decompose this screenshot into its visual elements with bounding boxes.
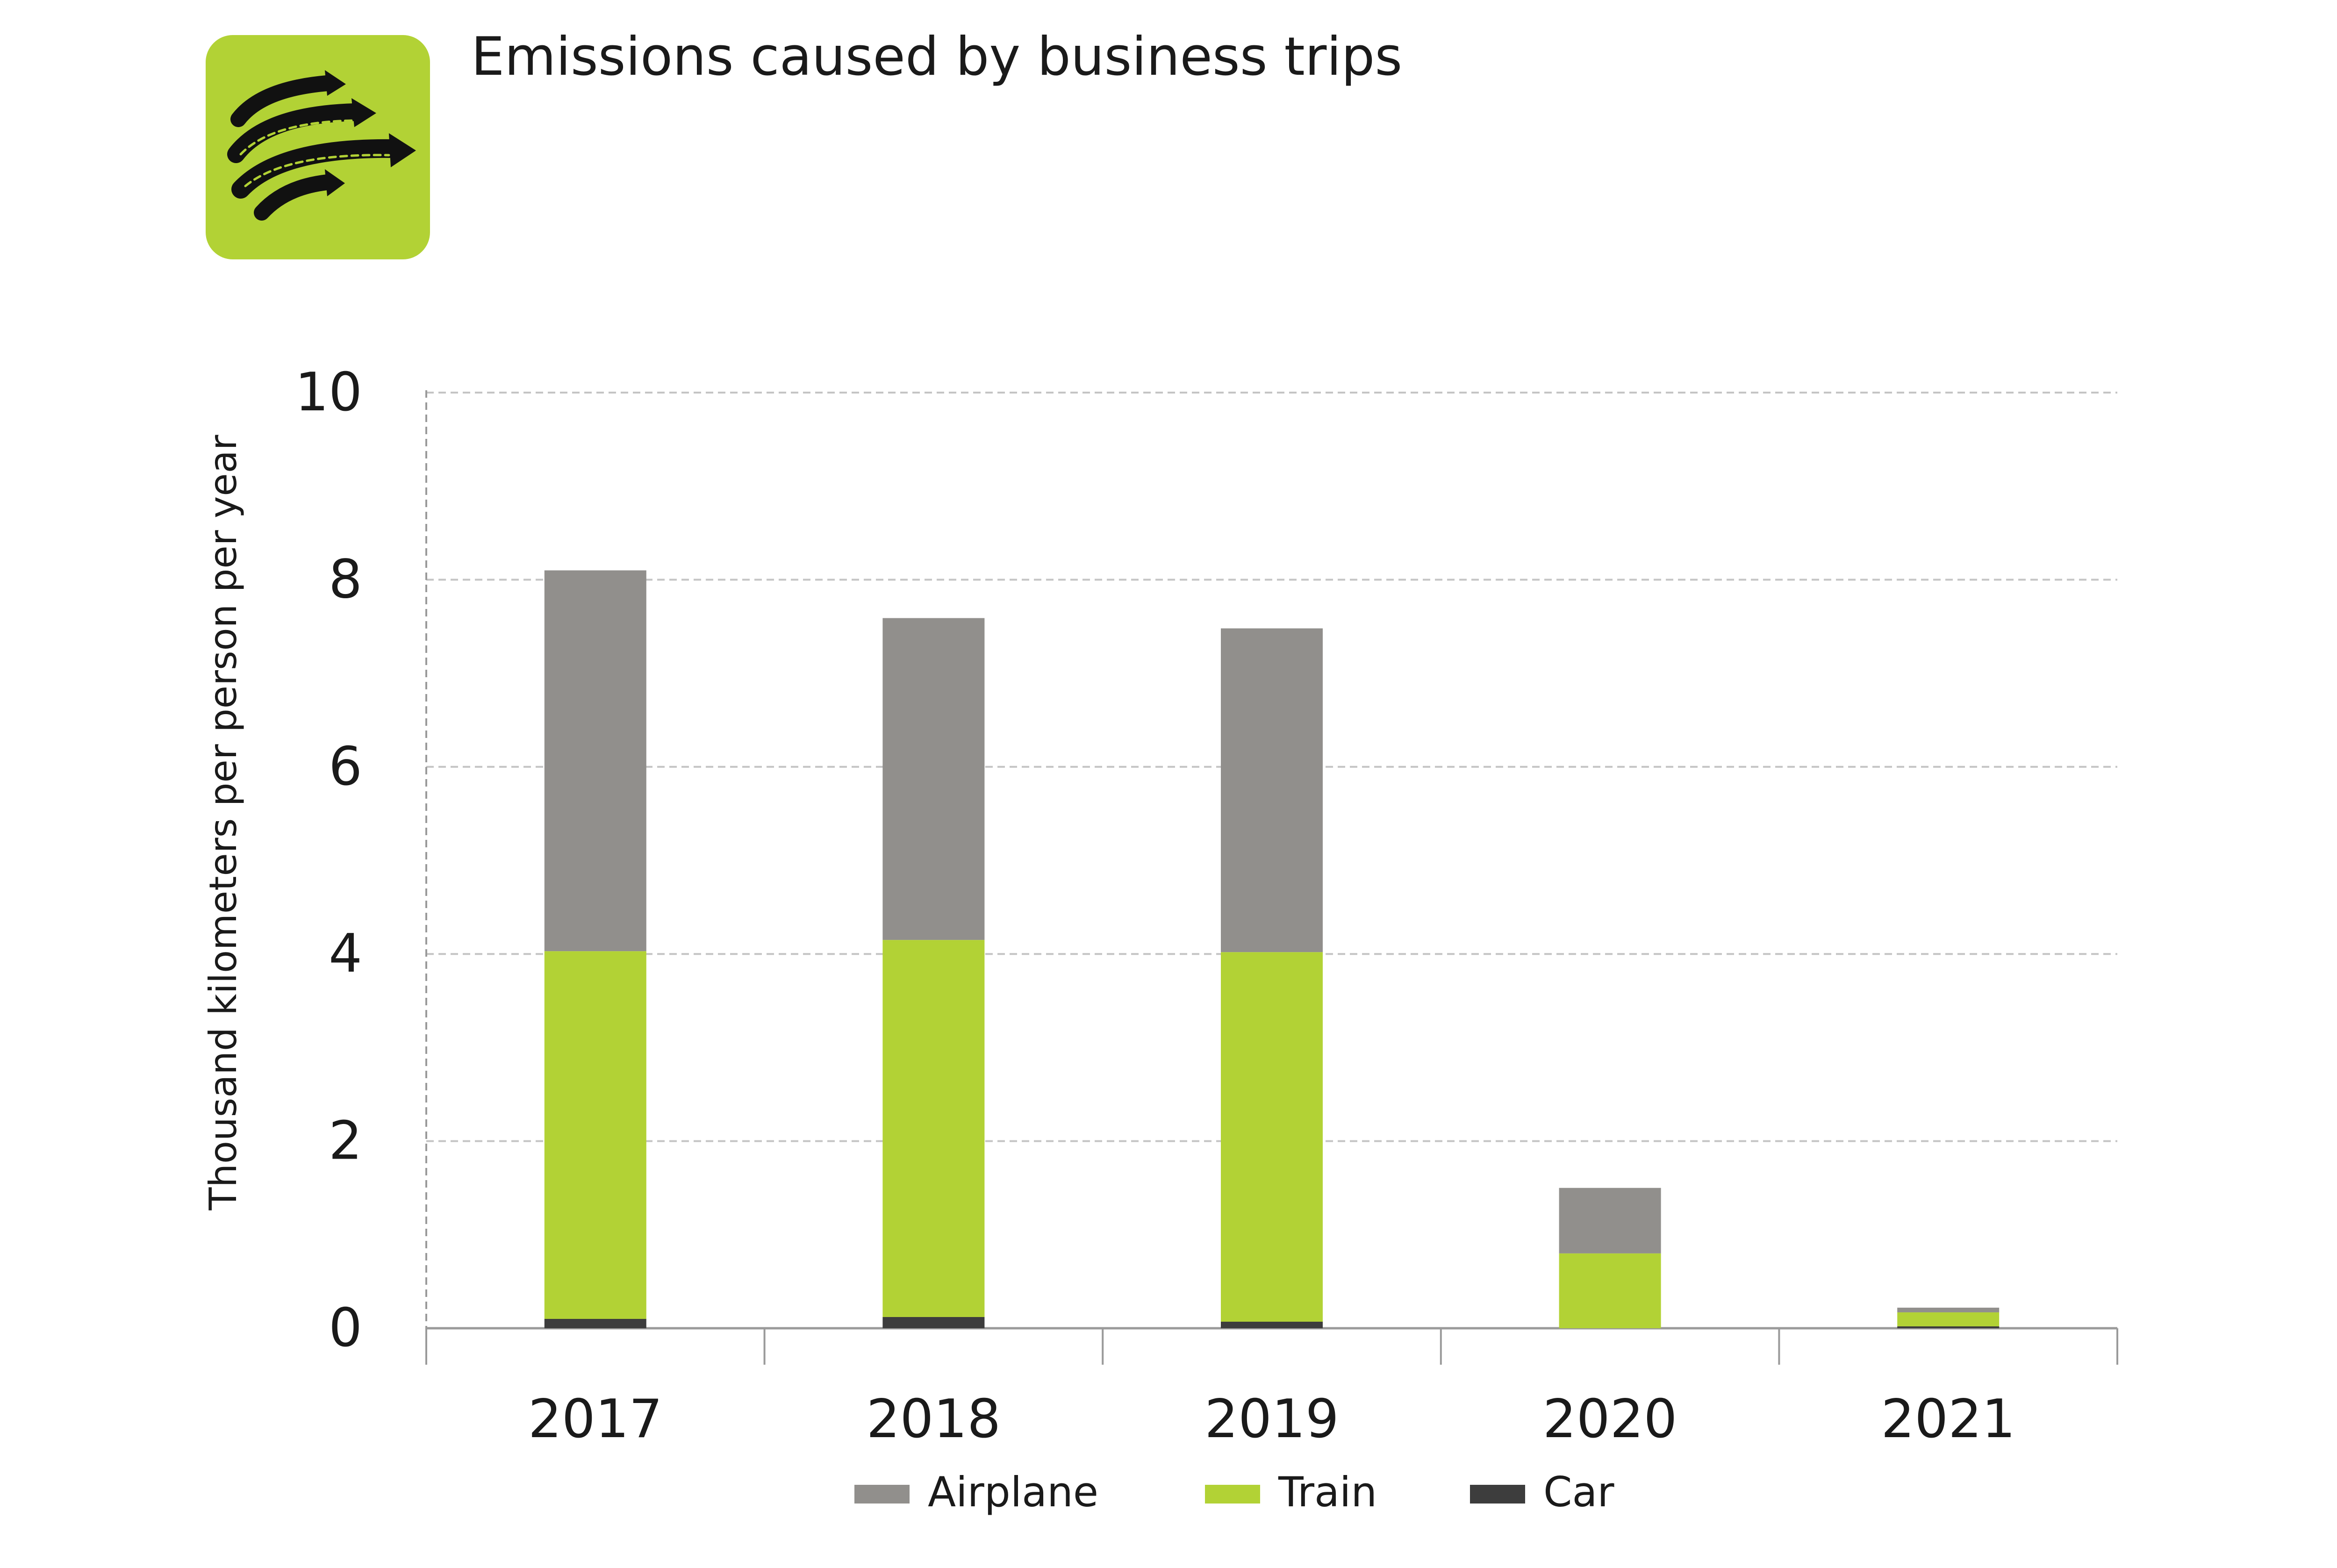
y-tick-label: 10 xyxy=(295,361,362,423)
x-tick-label: 2017 xyxy=(528,1388,663,1450)
y-tick-label: 0 xyxy=(329,1297,362,1359)
y-tick-labels: 0 2 4 6 8 10 xyxy=(295,361,362,1359)
x-tick-label: 2018 xyxy=(867,1388,1001,1450)
x-tick-labels: 2017 2018 2019 2020 2021 xyxy=(528,1388,2015,1450)
legend-swatch-airplane xyxy=(854,1485,910,1504)
y-tick-label: 6 xyxy=(329,736,362,797)
bar-train-2018 xyxy=(882,940,985,1317)
x-tick-label: 2020 xyxy=(1543,1388,1677,1450)
bar-car-2019 xyxy=(1221,1321,1323,1328)
bar-car-2018 xyxy=(882,1317,985,1328)
legend-label-train: Train xyxy=(1278,1468,1377,1516)
legend-label-airplane: Airplane xyxy=(928,1468,1098,1516)
y-tick-label: 4 xyxy=(329,923,362,984)
bar-train-2019 xyxy=(1221,952,1323,1322)
legend-label-car: Car xyxy=(1543,1468,1614,1516)
bar-car-2021 xyxy=(1897,1326,2000,1328)
bar-airplane-2018 xyxy=(882,618,985,940)
business-travel-arrows-icon xyxy=(206,35,430,259)
bar-train-2021 xyxy=(1897,1312,2000,1326)
chart-title: Emissions caused by business trips xyxy=(471,26,1402,87)
bar-airplane-2019 xyxy=(1221,628,1323,952)
legend-swatch-train xyxy=(1205,1485,1260,1504)
bar-car-2017 xyxy=(544,1318,646,1328)
x-tick-label: 2019 xyxy=(1204,1388,1339,1450)
y-axis-label: Thousand kilometers per person per year xyxy=(201,435,245,1210)
x-tick-label: 2021 xyxy=(1881,1388,2015,1450)
y-tick-label: 8 xyxy=(329,548,362,610)
bars xyxy=(544,570,2000,1328)
y-tick-label: 2 xyxy=(329,1110,362,1172)
bar-train-2020 xyxy=(1559,1253,1661,1328)
bar-airplane-2020 xyxy=(1559,1188,1661,1253)
bar-airplane-2017 xyxy=(544,570,646,952)
legend: Airplane Train Car xyxy=(854,1468,1614,1516)
legend-swatch-car xyxy=(1470,1485,1525,1504)
bar-train-2017 xyxy=(544,951,646,1319)
bar-airplane-2021 xyxy=(1897,1307,2000,1312)
